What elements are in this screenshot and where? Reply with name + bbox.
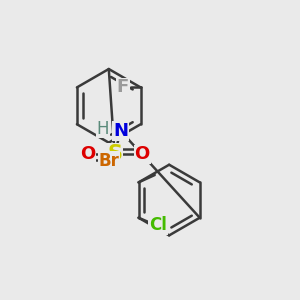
Text: O: O (80, 146, 95, 164)
Text: H: H (97, 119, 109, 137)
Text: S: S (107, 144, 122, 164)
Text: N: N (113, 122, 128, 140)
Text: O: O (134, 146, 150, 164)
Text: Br: Br (98, 152, 119, 170)
Text: F: F (117, 78, 129, 96)
Text: Cl: Cl (149, 216, 167, 234)
